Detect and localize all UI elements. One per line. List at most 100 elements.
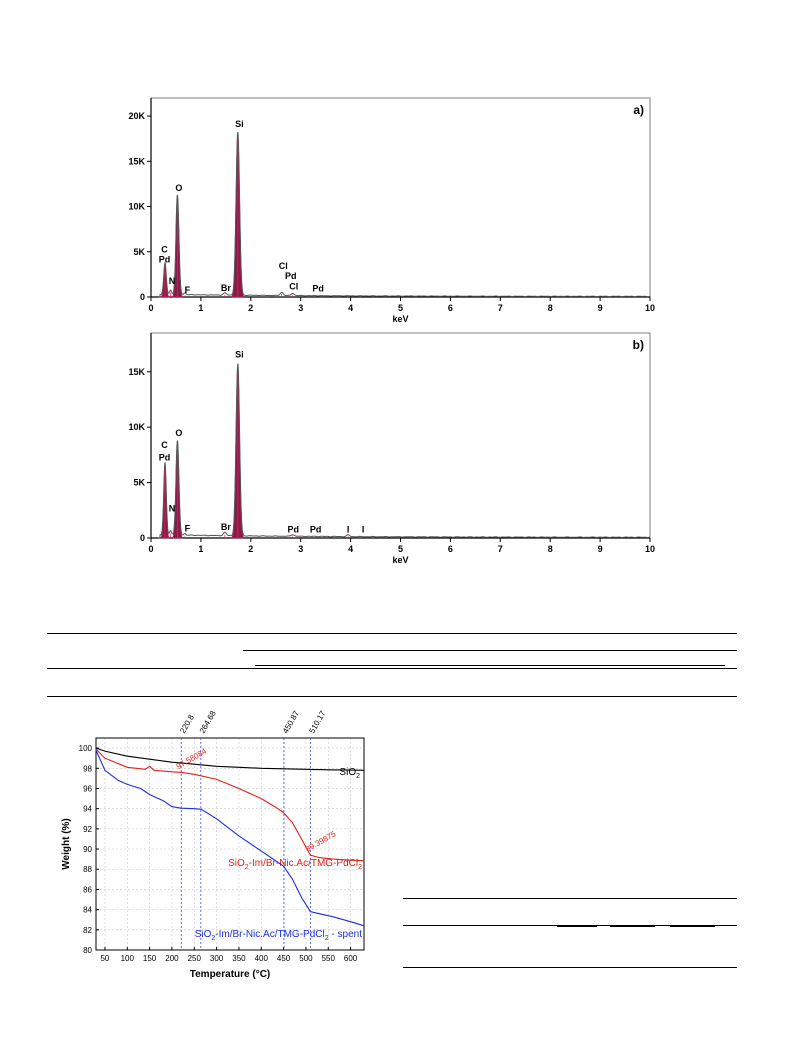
- x-tick-label: 1: [198, 544, 203, 554]
- x-tick-label: 0: [148, 303, 153, 313]
- x-tick-label: 7: [498, 303, 503, 313]
- series-label-part: 2: [356, 773, 360, 780]
- series-label-part: -Im/Br-Nic.Ac/TMG-PdCl: [215, 929, 324, 940]
- panel-label: b): [633, 338, 644, 352]
- y-tick-label: 5K: [133, 247, 145, 257]
- x-tick-label: 10: [645, 544, 655, 554]
- y-tick-label: 94: [83, 805, 92, 814]
- x-tick-label: 2: [248, 544, 253, 554]
- peak-label: Pd: [285, 271, 297, 281]
- x-tick-label: 0: [148, 544, 153, 554]
- peak-label: N: [169, 276, 176, 286]
- y-tick-label: 80: [83, 946, 92, 955]
- y-tick-label: 96: [83, 784, 92, 793]
- x-tick-label: 5: [398, 544, 403, 554]
- x-tick-label: 600: [344, 954, 358, 963]
- x-tick-label: 300: [210, 954, 224, 963]
- temperature-marker-label: 510.17: [307, 709, 327, 735]
- y-tick-label: 0: [140, 533, 145, 543]
- series-label-part: -Im/Br-Nic.Ac/TMG-PdCl: [249, 858, 358, 869]
- table2-header-rule: [403, 925, 737, 926]
- peak-label: C: [161, 440, 168, 450]
- peak-label: N: [169, 503, 176, 513]
- table2-bottom-rule: [403, 967, 737, 968]
- x-tick-label: 9: [598, 303, 603, 313]
- x-tick-label: 100: [121, 954, 135, 963]
- y-tick-label: 82: [83, 926, 92, 935]
- series-line: [95, 749, 365, 927]
- series-label-part: SiO: [228, 858, 245, 869]
- y-tick-label: 10K: [128, 202, 145, 212]
- peak-label: Cl: [289, 281, 298, 291]
- series-label: SiO2-Im/Br-Nic.Ac/TMG-PdCl2: [228, 858, 362, 871]
- point-value-label: 97.58084: [175, 746, 209, 771]
- y-tick-label: 100: [79, 744, 93, 753]
- series-label-part: 2: [245, 864, 249, 871]
- series-label-part: 2: [211, 935, 215, 942]
- series-line: [95, 747, 365, 771]
- x-tick-label: 1: [198, 303, 203, 313]
- x-tick-label: 50: [100, 954, 109, 963]
- peak-label: Br: [221, 283, 231, 293]
- peak-label: Pd: [287, 524, 299, 534]
- y-tick-label: 0: [140, 292, 145, 302]
- y-tick-label: 20K: [128, 111, 145, 121]
- x-tick-label: 7: [498, 544, 503, 554]
- series-label-part: 2: [358, 864, 362, 871]
- point-value-label: 89.39875: [304, 829, 338, 854]
- x-tick-label: 4: [348, 544, 353, 554]
- y-tick-label: 92: [83, 825, 92, 834]
- peak-label: Pd: [159, 255, 171, 265]
- peak-label: I: [347, 524, 350, 534]
- table2-subheader-segment-2: [610, 926, 655, 927]
- series-label-part: - spent: [329, 929, 363, 940]
- y-tick-label: 15K: [128, 156, 145, 166]
- spectrum-line: [158, 132, 651, 298]
- temperature-marker-label: 264.68: [198, 709, 218, 735]
- series-label: SiO2: [339, 767, 360, 780]
- x-tick-label: 2: [248, 303, 253, 313]
- table1-bottom-rule: [47, 696, 737, 697]
- y-tick-label: 15K: [128, 367, 145, 377]
- peak-label: O: [175, 183, 182, 193]
- series-line: [95, 748, 365, 862]
- table1-top-rule: [47, 633, 737, 634]
- x-tick-label: 4: [348, 303, 353, 313]
- peak-label: Pd: [159, 452, 171, 462]
- x-axis-title: keV: [392, 555, 408, 565]
- x-tick-label: 5: [398, 303, 403, 313]
- x-tick-label: 550: [322, 954, 336, 963]
- series-label-part: 2: [325, 935, 329, 942]
- peak-label: Br: [221, 522, 231, 532]
- peak-label: Pd: [312, 284, 324, 294]
- y-tick-label: 84: [83, 906, 92, 915]
- y-tick-label: 98: [83, 764, 92, 773]
- x-tick-label: 350: [232, 954, 246, 963]
- y-tick-label: 5K: [133, 478, 145, 488]
- peak-label: Cl: [279, 261, 288, 271]
- temperature-marker-label: 450.87: [281, 709, 301, 735]
- x-tick-label: 3: [298, 544, 303, 554]
- y-tick-label: 10K: [128, 422, 145, 432]
- x-tick-label: 400: [255, 954, 269, 963]
- x-axis-title: keV: [392, 314, 408, 324]
- y-tick-label: 90: [83, 845, 92, 854]
- peak-label: Si: [235, 119, 244, 129]
- y-tick-label: 86: [83, 885, 92, 894]
- table1-subheader-rule: [243, 650, 737, 651]
- peak-label: F: [185, 523, 191, 533]
- peak-label: C: [161, 245, 168, 255]
- series-label-part: SiO: [339, 767, 356, 778]
- table1-header-rule: [47, 668, 737, 669]
- peak-label: Si: [235, 349, 244, 359]
- x-tick-label: 6: [448, 303, 453, 313]
- table2-subheader-segment-3: [670, 926, 715, 927]
- peak-label: Pd: [310, 524, 322, 534]
- y-axis-title: Weight (%): [61, 818, 72, 869]
- series-label-part: SiO: [195, 929, 212, 940]
- x-tick-label: 6: [448, 544, 453, 554]
- x-tick-label: 450: [277, 954, 291, 963]
- table2-top-rule: [403, 898, 737, 899]
